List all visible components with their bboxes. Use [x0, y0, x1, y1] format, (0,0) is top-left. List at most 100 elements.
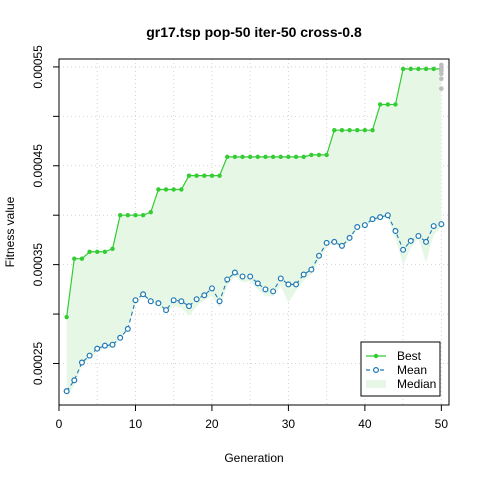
- best-point: [408, 66, 413, 72]
- mean-point: [178, 298, 185, 305]
- x-tick-label: 30: [282, 417, 296, 431]
- mean-line: [66, 214, 442, 392]
- mean-point: [78, 359, 85, 366]
- mean-point: [346, 234, 353, 241]
- mean-point: [438, 221, 445, 228]
- median-area: [66, 68, 442, 399]
- best-point: [179, 187, 184, 192]
- best-point: [423, 66, 429, 72]
- mean-point: [231, 269, 238, 276]
- mean-point: [262, 286, 269, 293]
- best-point: [263, 154, 268, 160]
- mean-point: [163, 307, 170, 314]
- mean-point: [140, 291, 147, 298]
- best-point: [393, 102, 398, 107]
- mean-point: [124, 325, 131, 332]
- y-axis-label: Fitness value: [3, 196, 17, 267]
- best-point: [72, 256, 77, 261]
- best-point: [64, 314, 69, 320]
- best-point: [117, 212, 123, 218]
- legend-mean-label: Mean: [397, 363, 427, 377]
- mean-point: [193, 296, 200, 303]
- best-point: [102, 249, 108, 254]
- best-point: [140, 212, 146, 218]
- mean-point: [132, 297, 139, 304]
- mean-point: [101, 342, 108, 349]
- legend: Best Mean Median: [360, 341, 441, 397]
- mean-point: [86, 352, 93, 359]
- mean-point: [208, 285, 215, 292]
- y-tick-label: 0.00035: [31, 243, 45, 287]
- mean-point: [186, 303, 193, 310]
- mean-point: [63, 388, 70, 395]
- mean-point: [71, 377, 78, 384]
- best-point: [339, 127, 345, 133]
- y-tick-label: 0.00025: [31, 341, 45, 385]
- mean-point: [254, 280, 261, 287]
- mean-series-layer: [63, 212, 445, 395]
- mean-point: [94, 345, 101, 352]
- best-point: [324, 152, 329, 158]
- x-axis-label: Generation: [224, 451, 283, 465]
- mean-point: [430, 223, 437, 230]
- mean-point: [400, 246, 407, 253]
- best-point: [416, 66, 421, 72]
- legend-best-label: Best: [397, 349, 422, 363]
- mean-point: [285, 281, 292, 288]
- mean-point: [338, 242, 345, 249]
- best-point: [232, 154, 238, 160]
- best-point: [431, 66, 436, 72]
- best-point: [247, 154, 253, 160]
- mean-point: [170, 297, 177, 304]
- best-point: [255, 154, 261, 160]
- best-point: [156, 187, 161, 192]
- last-generation-point: [439, 76, 444, 82]
- best-point: [194, 173, 199, 178]
- x-tick-label: 20: [205, 417, 219, 431]
- mean-point: [423, 238, 430, 245]
- mean-point: [201, 292, 208, 299]
- mean-point: [247, 273, 254, 280]
- y-tick-label: 0.00055: [31, 45, 45, 89]
- mean-point: [224, 276, 231, 283]
- x-axis: 0 10 20 30 40 50: [56, 404, 449, 431]
- mean-point: [407, 237, 414, 244]
- mean-point: [270, 288, 277, 295]
- mean-point: [377, 214, 384, 221]
- best-point: [286, 154, 291, 160]
- mean-point: [300, 271, 307, 278]
- best-point: [400, 66, 406, 72]
- mean-point: [392, 228, 399, 235]
- mean-point: [155, 300, 162, 307]
- best-point: [240, 154, 245, 160]
- best-point: [370, 127, 375, 133]
- last-generation-point: [439, 71, 444, 77]
- best-point: [79, 256, 85, 261]
- best-point: [293, 154, 299, 160]
- mean-point: [216, 298, 223, 305]
- best-point: [133, 212, 138, 218]
- best-point: [385, 102, 391, 107]
- best-point: [225, 154, 230, 160]
- y-tick-label: 0.00045: [31, 144, 45, 188]
- best-point: [110, 246, 115, 252]
- mean-point: [361, 222, 368, 229]
- mean-point: [308, 266, 315, 273]
- x-tick-label: 10: [129, 417, 143, 431]
- mean-point: [384, 212, 391, 219]
- x-tick-label: 50: [435, 417, 449, 431]
- mean-point: [369, 216, 376, 223]
- best-point: [209, 173, 215, 178]
- x-tick-label: 40: [358, 417, 372, 431]
- mean-point: [277, 275, 284, 282]
- best-point: [316, 152, 322, 158]
- best-point: [202, 173, 207, 178]
- mean-point: [354, 224, 361, 231]
- best-point: [270, 154, 276, 160]
- median-area-layer: [66, 68, 442, 399]
- best-point: [362, 127, 368, 133]
- best-point: [309, 152, 314, 158]
- legend-mean-marker: [373, 367, 380, 374]
- best-point: [301, 154, 306, 160]
